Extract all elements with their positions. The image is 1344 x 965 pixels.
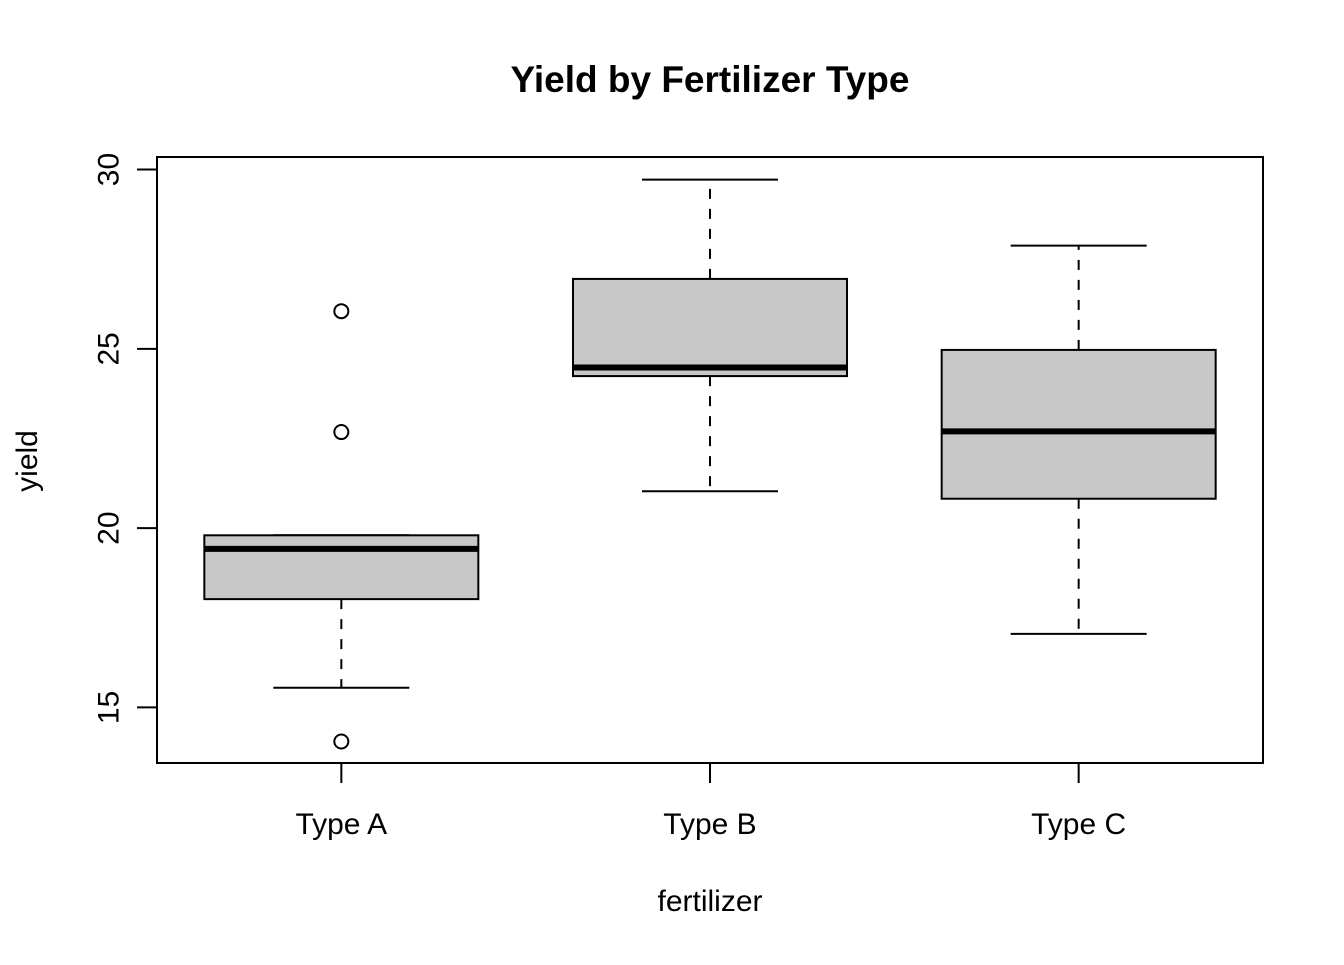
- y-tick-label: 25: [93, 332, 126, 365]
- x-tick-label: Type C: [1031, 808, 1126, 841]
- y-tick-label: 30: [93, 153, 126, 186]
- x-tick-label: Type B: [663, 808, 756, 841]
- x-axis-label: fertilizer: [657, 885, 762, 918]
- outlier-point-type-a: [333, 733, 350, 750]
- plot-area: 15 20 25 30 Type A Type B Type C: [93, 153, 1264, 841]
- x-tick-label: Type A: [295, 808, 387, 841]
- outlier-point-type-a: [333, 303, 350, 320]
- box-type-c: [940, 348, 1217, 500]
- box-type-a: [203, 534, 480, 601]
- y-axis-label: yield: [11, 430, 44, 492]
- chart-title: Yield by Fertilizer Type: [511, 59, 910, 100]
- y-tick-label: 20: [93, 511, 126, 544]
- box-type-b: [572, 277, 848, 378]
- outlier-point-type-a: [333, 424, 350, 441]
- y-tick-label: 15: [93, 691, 126, 724]
